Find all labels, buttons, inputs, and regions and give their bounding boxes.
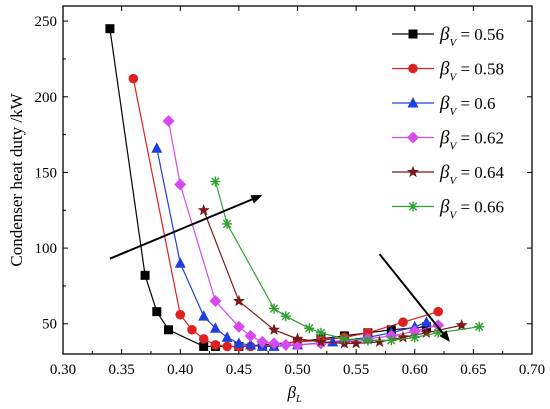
data-point bbox=[268, 323, 281, 335]
legend-entry-4: βV = 0.62 bbox=[392, 128, 504, 153]
data-point bbox=[420, 316, 432, 327]
data-point bbox=[398, 317, 408, 328]
legend-label: βV = 0.58 bbox=[439, 59, 504, 84]
data-point bbox=[210, 176, 221, 187]
data-point bbox=[362, 335, 373, 346]
legend: βV = 0.56 βV = 0.58 βV = 0.6 βV = 0.62 βV = … bbox=[392, 24, 505, 222]
data-point bbox=[397, 331, 410, 343]
legend-marker bbox=[408, 201, 418, 212]
data-point bbox=[279, 338, 292, 351]
legend-marker bbox=[407, 165, 419, 178]
plot-frame bbox=[62, 5, 533, 355]
data-point bbox=[128, 73, 139, 84]
data-point bbox=[199, 341, 209, 351]
legend-entry-5: βV = 0.64 bbox=[392, 162, 505, 187]
data-point bbox=[350, 337, 363, 349]
data-point bbox=[175, 309, 186, 320]
data-point bbox=[209, 295, 222, 308]
x-tick-label: 0.70 bbox=[519, 362, 545, 378]
data-point bbox=[197, 203, 210, 216]
data-point bbox=[174, 257, 186, 268]
x-tick-label: 0.55 bbox=[343, 362, 369, 378]
y-tick-label: 200 bbox=[35, 90, 58, 106]
y-tick-label: 50 bbox=[42, 317, 57, 333]
series-layer bbox=[105, 24, 485, 352]
legend-label: βV = 0.64 bbox=[439, 162, 505, 187]
x-tick-label: 0.30 bbox=[50, 362, 76, 378]
data-point bbox=[304, 323, 315, 334]
data-point bbox=[373, 335, 386, 347]
legend-label: βV = 0.62 bbox=[439, 128, 504, 153]
data-point bbox=[474, 321, 485, 332]
series-line bbox=[214, 181, 480, 341]
data-point bbox=[174, 178, 187, 191]
data-point bbox=[244, 329, 257, 342]
data-point bbox=[140, 270, 150, 280]
y-tick-label: 150 bbox=[35, 165, 58, 181]
data-point bbox=[269, 303, 280, 314]
data-point bbox=[433, 306, 444, 317]
data-point bbox=[222, 218, 233, 229]
x-axis-label-symbol: β bbox=[286, 383, 296, 402]
legend-label: βV = 0.66 bbox=[439, 197, 504, 222]
series-6 bbox=[210, 176, 485, 346]
data-point bbox=[455, 318, 468, 331]
data-point bbox=[268, 337, 281, 350]
x-tick-label: 0.60 bbox=[402, 362, 428, 378]
data-point bbox=[409, 332, 420, 343]
data-point bbox=[222, 341, 232, 352]
data-point bbox=[198, 310, 210, 321]
data-point bbox=[151, 142, 163, 153]
data-point bbox=[245, 338, 257, 350]
data-point bbox=[232, 320, 245, 333]
data-point bbox=[105, 24, 115, 34]
data-point bbox=[339, 333, 350, 344]
legend-label: βV = 0.6 bbox=[439, 93, 496, 118]
x-tick-label: 0.50 bbox=[284, 362, 310, 378]
data-point bbox=[386, 335, 397, 346]
data-point bbox=[280, 311, 291, 322]
x-tick-label: 0.45 bbox=[226, 362, 252, 378]
legend-marker bbox=[408, 63, 418, 74]
series-4 bbox=[162, 114, 445, 351]
x-axis-label: βL bbox=[286, 383, 301, 405]
data-point bbox=[221, 331, 233, 342]
data-point bbox=[164, 325, 174, 335]
legend-marker bbox=[408, 29, 418, 39]
data-point bbox=[232, 294, 245, 307]
data-point bbox=[187, 324, 197, 335]
data-point bbox=[209, 322, 221, 333]
x-tick-label: 0.40 bbox=[167, 362, 193, 378]
legend-marker bbox=[407, 97, 419, 108]
tick-labels: 0.30 0.35 0.40 0.45 0.50 0.55 0.60 0.65 0.70 50 10… bbox=[35, 14, 546, 378]
x-tick-label: 0.35 bbox=[109, 362, 135, 378]
x-tick-label: 0.65 bbox=[460, 362, 486, 378]
annotation-arrows bbox=[109, 195, 450, 342]
legend-entry-2: βV = 0.58 bbox=[392, 59, 504, 84]
trend-arrow bbox=[378, 253, 450, 342]
y-axis-label: Condenser heat duty /kW bbox=[7, 92, 26, 266]
trend-arrow bbox=[109, 195, 263, 260]
y-tick-label: 100 bbox=[35, 241, 58, 257]
data-point bbox=[233, 337, 245, 348]
y-tick-label: 250 bbox=[35, 14, 58, 30]
legend-entry-6: βV = 0.66 bbox=[392, 197, 504, 222]
data-point bbox=[256, 335, 269, 348]
data-point bbox=[210, 340, 221, 350]
x-axis-label-subscript: L bbox=[295, 394, 302, 405]
data-point bbox=[314, 335, 327, 347]
data-point bbox=[291, 332, 304, 344]
data-point bbox=[152, 307, 162, 317]
data-point bbox=[315, 327, 326, 338]
legend-label: βV = 0.56 bbox=[439, 24, 504, 49]
data-point bbox=[327, 335, 339, 347]
data-point bbox=[420, 326, 433, 338]
legend-entry-1: βV = 0.56 bbox=[392, 24, 504, 49]
legend-marker bbox=[407, 131, 419, 144]
legend-entry-3: βV = 0.6 bbox=[392, 93, 496, 118]
data-point bbox=[198, 334, 209, 344]
data-point bbox=[162, 114, 175, 127]
